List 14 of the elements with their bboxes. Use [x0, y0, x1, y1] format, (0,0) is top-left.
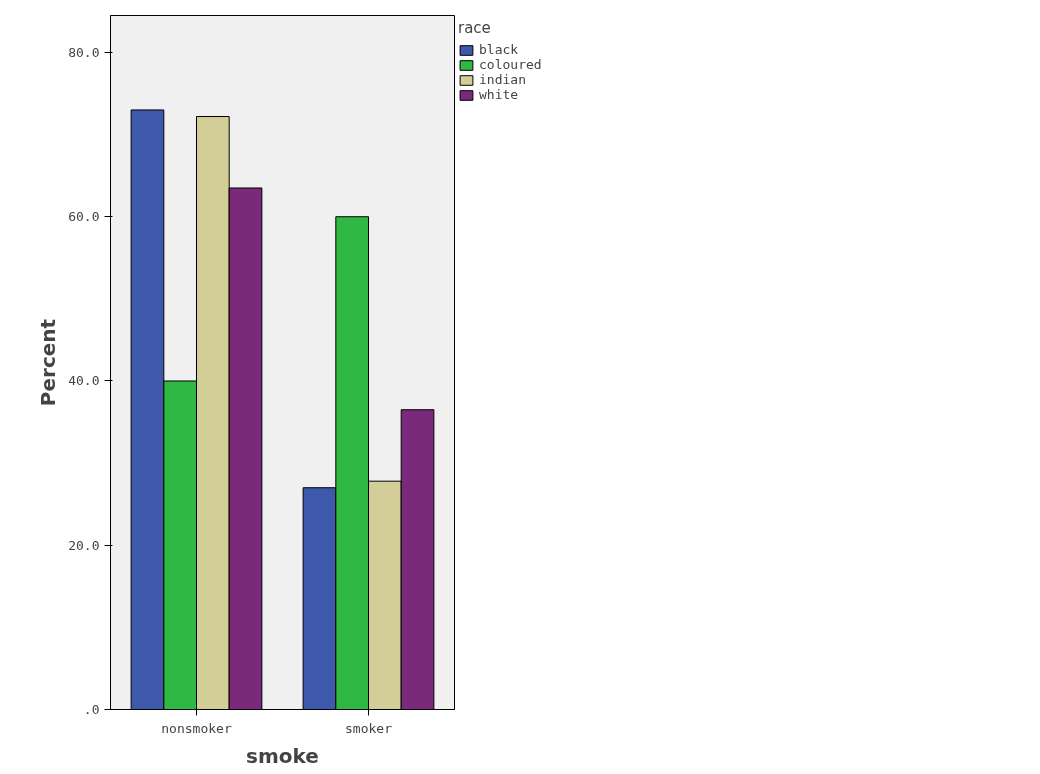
legend-title: race — [458, 19, 492, 37]
x-tick-label: nonsmoker — [161, 720, 232, 736]
y-tick-label: 20.0 — [68, 537, 100, 553]
legend-label: black — [479, 42, 519, 57]
y-tick-label: 60.0 — [68, 209, 100, 225]
legend-label: white — [479, 87, 519, 102]
y-tick-label: 40.0 — [68, 373, 100, 389]
legend-label: indian — [479, 72, 526, 87]
x-axis-title: smoke — [246, 743, 319, 768]
y-tick-label: .0 — [83, 702, 100, 717]
y-axis-title: Percent — [36, 318, 61, 407]
legend-label: coloured — [479, 57, 542, 72]
x-tick-label: smoker — [345, 720, 393, 736]
y-tick-label: 80.0 — [68, 44, 100, 60]
